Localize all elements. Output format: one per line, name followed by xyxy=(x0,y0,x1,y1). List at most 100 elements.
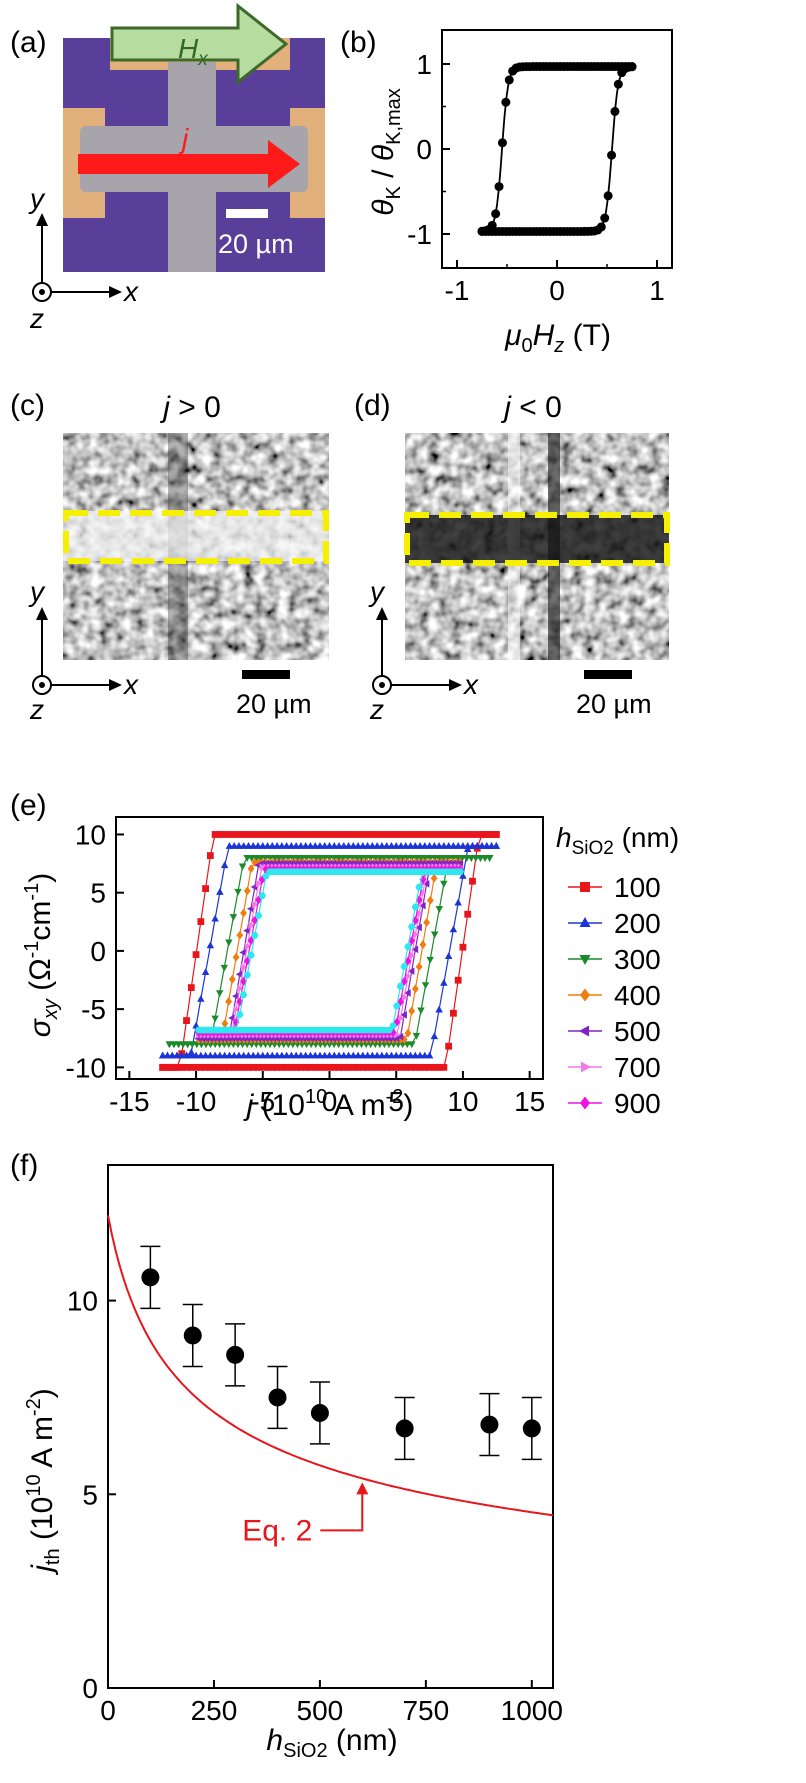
data-point-700 xyxy=(255,879,263,888)
data-point-200 xyxy=(259,1051,267,1059)
legend-label-1000: 1000 xyxy=(614,1124,676,1125)
panel-a: (a) Hx j 20 µm y x z xyxy=(10,2,325,334)
data-point-200 xyxy=(320,1051,329,1059)
data-point-700 xyxy=(259,863,267,871)
data-point-200 xyxy=(483,842,491,849)
legend-marker-300 xyxy=(579,955,591,965)
data-point-100 xyxy=(335,1063,343,1071)
data-point-100 xyxy=(478,831,486,838)
data-point-300 xyxy=(417,1007,425,1015)
data-point-200 xyxy=(330,842,339,849)
data-point-100 xyxy=(445,831,453,838)
data-point-200 xyxy=(211,914,219,922)
data-point-200 xyxy=(220,1051,229,1059)
loop-upper-branch xyxy=(481,65,632,233)
data-point-200 xyxy=(378,1051,386,1059)
data-point-100 xyxy=(373,831,381,838)
data-point-400 xyxy=(430,873,438,883)
data-point-100 xyxy=(283,831,291,838)
data-point-200 xyxy=(178,1051,186,1059)
data-point-200 xyxy=(311,842,319,849)
data-point-100 xyxy=(192,951,200,959)
data-point-200 xyxy=(230,1051,238,1059)
data-point-100 xyxy=(335,831,343,838)
data-point-100 xyxy=(454,976,462,984)
moke-image-d xyxy=(404,433,670,660)
data-point-200 xyxy=(344,1051,353,1059)
data-point-1000 xyxy=(236,1011,244,1018)
data-point-200 xyxy=(235,842,243,849)
data-point-100 xyxy=(197,1063,205,1071)
data-point-500 xyxy=(403,989,411,997)
chart-e-ylabel: σxy (Ω-1cm-1) xyxy=(21,873,62,1037)
data-point-200 xyxy=(406,842,415,849)
data-point-100 xyxy=(240,831,248,838)
axis-x-label: x xyxy=(122,276,139,307)
coordinate-axes: y x z xyxy=(368,576,479,725)
data-point-100 xyxy=(392,831,400,838)
data-point-1000 xyxy=(258,892,266,899)
data-point-100 xyxy=(407,831,414,838)
data-point-200 xyxy=(492,842,501,849)
data-point-200 xyxy=(397,842,405,849)
data-point-900 xyxy=(243,956,251,966)
data-point-100 xyxy=(368,831,376,838)
data-point-200 xyxy=(249,1051,257,1059)
data-point-100 xyxy=(483,831,491,838)
data-point-1000 xyxy=(396,983,405,990)
data-point-200 xyxy=(239,842,248,849)
data-point-1000 xyxy=(411,903,420,911)
data-point-100 xyxy=(178,1063,186,1071)
data-point-200 xyxy=(444,952,453,959)
data-point-200 xyxy=(421,842,429,849)
data-point-400 xyxy=(240,908,247,918)
data-point-100 xyxy=(187,1063,195,1071)
data-point-700 xyxy=(408,951,416,960)
data-point-1000 xyxy=(404,943,412,950)
data-point-100 xyxy=(464,831,472,838)
coordinate-axes: y x z xyxy=(28,183,139,334)
data-point-100 xyxy=(326,831,333,838)
data-point-1000 xyxy=(393,1002,401,1010)
data-point-200 xyxy=(263,842,272,849)
axis-z-label: z xyxy=(29,694,44,725)
data-point-300 xyxy=(430,931,439,939)
data-point-200 xyxy=(278,1051,286,1059)
annotation-arrowhead xyxy=(356,1482,369,1495)
data-point-100 xyxy=(388,831,395,838)
data-point-200 xyxy=(344,842,353,849)
data-point-1000 xyxy=(195,1026,203,1034)
data-point-200 xyxy=(425,842,434,849)
data-point-100 xyxy=(211,831,219,838)
annotation-arrow xyxy=(320,1492,364,1532)
data-point-200 xyxy=(459,842,467,849)
data-point-1000 xyxy=(389,1022,397,1030)
chart-f-plot: 0 250 500 750 1000 0 5 10 Eq. 2 xyxy=(67,1164,563,1726)
data-point-200 xyxy=(411,1051,420,1059)
legend-label-900: 900 xyxy=(614,1088,661,1119)
data-point-200 xyxy=(254,1051,262,1059)
data-point-200 xyxy=(387,1051,396,1059)
data-point-500 xyxy=(400,1011,407,1019)
y-tick-label: 5 xyxy=(82,1479,98,1510)
data-point-200 xyxy=(363,1051,372,1059)
data-point-300 xyxy=(211,1015,219,1023)
data-point-200 xyxy=(440,978,448,986)
data-point-300 xyxy=(243,855,251,862)
data-point-500 xyxy=(415,923,422,932)
data-point-200 xyxy=(311,1051,319,1059)
data-point-100 xyxy=(249,1063,257,1071)
x-tick-label: 0 xyxy=(100,1695,116,1726)
data-point-200 xyxy=(487,842,496,849)
panel-e-label: (e) xyxy=(10,789,47,822)
data-point-200 xyxy=(292,1051,300,1059)
chart-b-ylabel: θK / θK,max xyxy=(367,88,405,216)
data-point xyxy=(268,1388,287,1407)
data-point-200 xyxy=(363,842,372,849)
data-point xyxy=(310,1403,329,1422)
data-point-200 xyxy=(387,842,396,849)
data-point-400 xyxy=(415,962,423,972)
data-point xyxy=(596,222,606,232)
data-point-100 xyxy=(297,1063,305,1071)
data-point-500 xyxy=(411,945,419,954)
